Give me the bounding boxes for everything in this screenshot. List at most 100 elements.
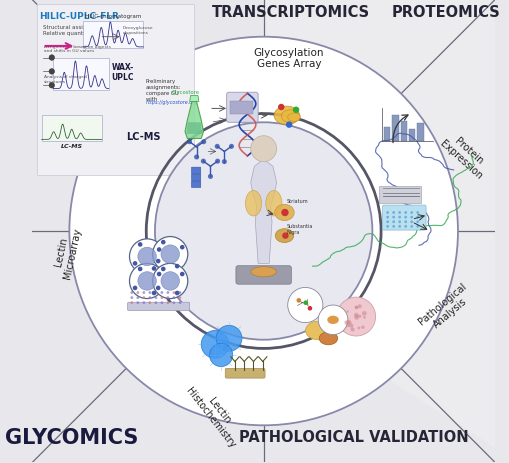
Circle shape [318,306,347,335]
Circle shape [156,272,161,277]
Text: Glycosylation
Genes Array: Glycosylation Genes Array [253,48,324,69]
Circle shape [49,56,54,61]
Circle shape [404,221,406,224]
Circle shape [344,321,348,325]
FancyBboxPatch shape [127,303,189,311]
Circle shape [130,302,133,305]
Circle shape [404,216,406,219]
Polygon shape [186,123,202,135]
Circle shape [136,302,139,305]
Circle shape [398,221,400,224]
Circle shape [129,239,164,275]
Circle shape [137,272,156,291]
FancyBboxPatch shape [53,58,108,91]
Circle shape [410,221,412,224]
Circle shape [216,325,241,351]
Circle shape [214,144,219,150]
Circle shape [346,320,350,324]
Text: WAX-
UPLC: WAX- UPLC [111,63,133,82]
Circle shape [180,272,184,277]
Text: Structural assignments &
Relative quantification: Structural assignments & Relative quanti… [42,25,112,36]
Circle shape [361,312,366,316]
Circle shape [161,267,165,272]
Bar [408,130,415,142]
Circle shape [49,69,54,75]
Circle shape [160,302,163,305]
Polygon shape [250,160,276,264]
Text: Deoxyglucose
dispositions: Deoxyglucose dispositions [122,26,153,35]
Circle shape [360,326,364,329]
Circle shape [161,272,179,291]
Circle shape [152,264,187,299]
Circle shape [221,160,227,165]
FancyBboxPatch shape [225,369,265,378]
Text: LC-MS: LC-MS [126,132,160,142]
Text: LC-MS: LC-MS [61,144,82,149]
Circle shape [398,216,400,219]
Circle shape [398,212,400,214]
Circle shape [155,123,372,340]
Circle shape [391,225,394,228]
Circle shape [353,313,358,318]
Circle shape [166,297,169,300]
Circle shape [250,137,276,162]
Circle shape [161,240,165,245]
Circle shape [354,306,357,309]
Circle shape [385,212,388,214]
FancyBboxPatch shape [382,206,425,231]
Circle shape [391,216,394,219]
Ellipse shape [305,321,330,340]
Text: Pathological
Analysis: Pathological Analysis [416,281,475,335]
Text: HILIC-chromatogram: HILIC-chromatogram [84,14,142,19]
Circle shape [277,105,284,111]
Ellipse shape [274,205,294,221]
Text: Lectin
Histochemistry: Lectin Histochemistry [184,378,246,450]
Text: GLYCOMICS: GLYCOMICS [5,427,138,447]
Circle shape [307,307,312,311]
Circle shape [154,292,157,294]
Ellipse shape [250,267,276,277]
Circle shape [137,243,142,247]
Circle shape [172,292,175,294]
Circle shape [410,212,412,214]
Circle shape [151,267,156,271]
Circle shape [152,237,187,272]
Circle shape [187,140,191,145]
Text: Substantia
Nigra: Substantia Nigra [286,224,313,235]
Text: Analysis of charged
structures: Analysis of charged structures [44,75,87,84]
Circle shape [142,292,145,294]
Text: Lectin
Microarray: Lectin Microarray [51,225,83,280]
Circle shape [148,292,151,294]
Circle shape [385,225,388,228]
Ellipse shape [245,191,261,217]
Circle shape [208,175,213,180]
FancyBboxPatch shape [379,186,420,204]
Circle shape [357,327,360,330]
Circle shape [69,38,457,425]
Circle shape [156,248,161,252]
Circle shape [209,344,232,367]
Circle shape [346,324,349,327]
Circle shape [178,302,181,305]
Circle shape [348,322,351,325]
Circle shape [160,292,163,294]
Circle shape [49,83,54,89]
Circle shape [404,212,406,214]
Ellipse shape [280,111,299,124]
Circle shape [354,306,357,310]
Circle shape [229,144,234,150]
Circle shape [151,291,156,296]
Circle shape [391,221,394,224]
Ellipse shape [273,107,299,125]
Circle shape [346,311,348,313]
Text: https://glycostore.org: https://glycostore.org [146,100,197,105]
Circle shape [154,297,157,300]
Text: Striatum: Striatum [286,199,308,204]
FancyBboxPatch shape [230,102,253,115]
Ellipse shape [287,114,300,122]
Circle shape [142,297,145,300]
Circle shape [178,292,181,294]
Text: PATHOLOGICAL VALIDATION: PATHOLOGICAL VALIDATION [239,430,468,444]
Circle shape [166,292,169,294]
Circle shape [404,225,406,228]
